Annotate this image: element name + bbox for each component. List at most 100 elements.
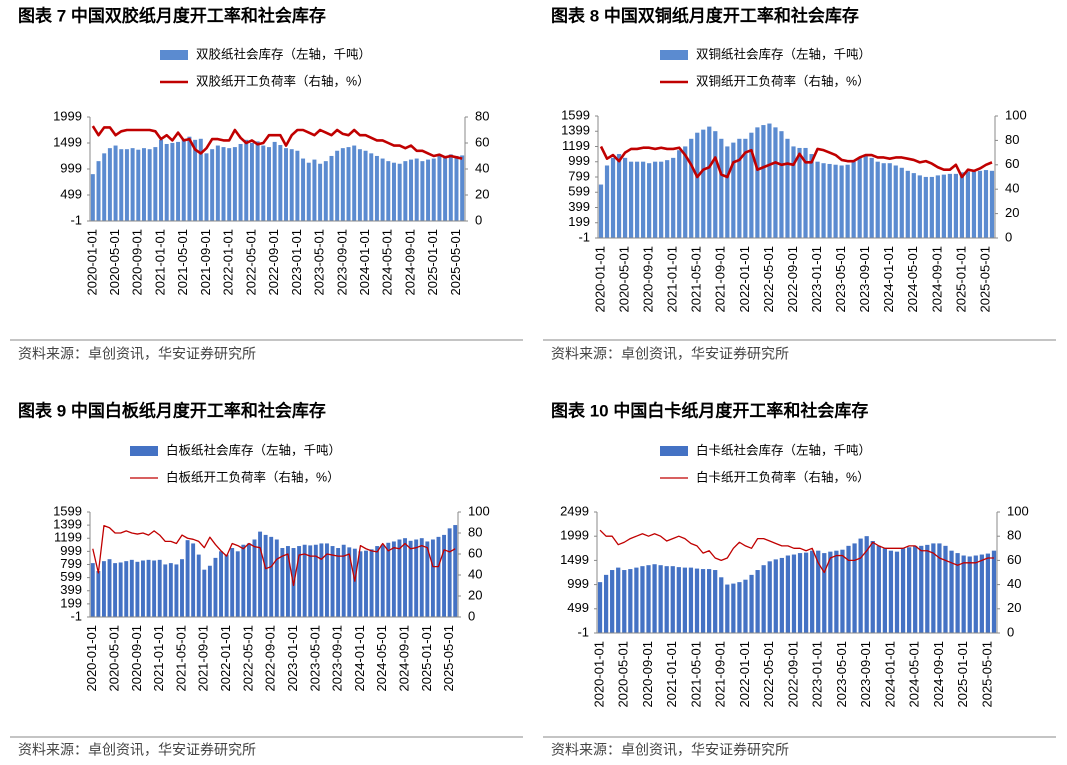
bar [665, 160, 670, 238]
legend-label: 白卡纸开工负荷率（右轴，%） [696, 469, 870, 484]
bar [213, 557, 218, 617]
bar [864, 536, 869, 633]
bar [670, 566, 675, 633]
y-tick-label: 999 [567, 576, 589, 591]
bar [973, 555, 978, 633]
bar [96, 570, 101, 617]
x-tick-label: 2025-05-01 [979, 641, 994, 708]
bar [312, 159, 317, 221]
bar [797, 553, 803, 633]
x-tick-label: 2022-05-01 [243, 229, 258, 296]
bar [436, 536, 441, 617]
bar [700, 569, 706, 633]
x-tick-label: 2024-05-01 [374, 625, 389, 692]
bar [737, 582, 742, 633]
bar [876, 545, 881, 633]
bar [701, 129, 706, 238]
bar [845, 164, 850, 238]
bar [101, 561, 106, 617]
line-series [92, 525, 456, 587]
bar [822, 553, 827, 633]
bar [941, 174, 946, 238]
bar [851, 161, 856, 238]
bar [107, 559, 112, 617]
bar [791, 146, 796, 238]
bar [773, 127, 778, 238]
bar [911, 173, 916, 238]
bar [839, 165, 844, 238]
y-tick-label: 1599 [53, 503, 82, 518]
bar [191, 543, 196, 617]
bar [827, 163, 832, 238]
bar [453, 525, 458, 617]
x-tick-label: 2021-05-01 [689, 246, 704, 313]
bar [870, 540, 875, 633]
chart-title: 图表 9 中国白板纸月度开工率和社会库存 [18, 400, 326, 420]
x-tick-label: 2021-01-01 [664, 641, 679, 708]
bar [335, 150, 340, 221]
bar [907, 547, 912, 633]
bar [894, 551, 900, 633]
bar [374, 155, 379, 221]
x-tick-label: 2023-01-01 [810, 641, 825, 708]
bar [610, 157, 616, 238]
legend-label: 双胶纸社会库存（左轴，千吨） [196, 46, 371, 61]
bar [230, 548, 235, 617]
bar [341, 544, 346, 617]
bar [857, 157, 862, 238]
bar [340, 148, 345, 221]
y-tick-label: 499 [60, 186, 82, 201]
bar [737, 138, 742, 238]
bar [628, 161, 634, 238]
chart-title: 图表 7 中国双胶纸月度开工率和社会库存 [18, 5, 326, 25]
bar [224, 554, 229, 617]
bar [647, 163, 652, 238]
bar [301, 158, 306, 221]
bar [369, 153, 374, 221]
bar [917, 175, 922, 238]
bar [443, 157, 448, 221]
bar [130, 148, 135, 221]
y-tick-label: 199 [568, 214, 590, 229]
bar [743, 579, 748, 633]
bar [280, 548, 285, 617]
bar [168, 563, 173, 617]
bar [664, 566, 669, 633]
bar [598, 184, 604, 238]
bar [622, 570, 627, 633]
bar [202, 569, 207, 617]
bar [646, 565, 651, 633]
bar [352, 548, 357, 617]
bar [767, 561, 772, 633]
x-tick-label: 2024-09-01 [929, 246, 944, 313]
y-tick-label: 999 [60, 160, 82, 175]
bar [185, 540, 190, 617]
bar [725, 146, 730, 238]
bar [352, 145, 357, 221]
bar [244, 139, 249, 221]
y-tick-label: 199 [60, 595, 82, 610]
y-tick-label: 1999 [560, 528, 589, 543]
bar [682, 567, 687, 633]
bar [193, 139, 198, 221]
bar [460, 155, 465, 221]
bar [302, 544, 307, 617]
bar [749, 132, 754, 238]
bar [221, 147, 226, 221]
bar [107, 148, 112, 221]
bar [266, 147, 271, 221]
bar [386, 161, 391, 221]
bar [255, 141, 260, 221]
bar [840, 549, 845, 633]
bar [196, 554, 201, 617]
bar [447, 528, 452, 617]
x-tick-label: 2020-09-01 [641, 246, 656, 313]
bar [937, 543, 942, 633]
y-tick-label: 1399 [561, 123, 590, 138]
x-tick-label: 2020-09-01 [129, 625, 144, 692]
bar [779, 557, 784, 633]
bar [204, 153, 209, 221]
x-tick-label: 2023-09-01 [857, 246, 872, 313]
bar [176, 141, 181, 221]
bar [380, 544, 385, 617]
